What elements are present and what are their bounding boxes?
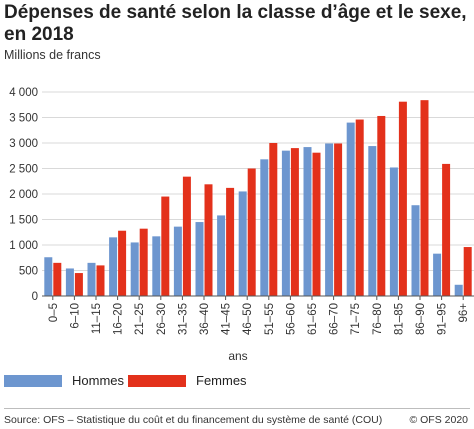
x-tick-label: 46–50 [242,303,254,335]
bar-hommes [130,242,139,296]
bar-hommes [325,143,334,296]
bar-chart: 0 500 1 000 1 500 2 000 2 500 3 000 3 500 4 000 0… [9,87,474,363]
x-tick-label: 56–60 [285,303,297,335]
bar-femmes [118,230,127,296]
chart-subtitle: Millions de francs [4,48,101,62]
x-tick-label: 26–30 [156,303,168,335]
x-tick-label: 71–75 [350,303,362,335]
x-tick-label: 0–5 [48,303,60,322]
chart-title: Dépenses de santé selon la classe d’âge … [4,2,467,45]
bar-femmes [182,176,191,296]
x-tick-label: 21–25 [134,303,146,335]
bar-femmes [139,228,148,296]
x-tick-label: 41–45 [221,303,233,335]
y-tick-label: 1 000 [9,240,38,252]
bar-hommes [217,215,226,296]
x-tick-label: 91–95 [437,303,449,335]
bar-hommes [238,191,247,296]
legend-item-hommes: Hommes [4,373,124,388]
legend-label-hommes: Hommes [72,373,125,388]
bar-hommes [65,268,74,296]
bar-hommes [195,222,204,296]
bar-femmes [463,247,472,296]
bar-femmes [226,187,235,296]
bar-femmes [96,265,105,296]
bar-hommes [260,159,269,296]
y-tick-label: 3 500 [9,113,38,125]
x-tick-label: 81–85 [393,303,405,335]
y-tick-label: 3 000 [9,138,38,150]
bar-femmes [334,143,343,296]
y-tick-label: 2 000 [9,189,38,201]
y-tick-label: 2 500 [9,164,38,176]
chart-legend: Hommes Femmes [0,373,474,393]
bar-femmes [247,168,256,296]
bar-femmes [420,100,429,296]
copyright-note: © OFS 2020 [409,414,468,426]
x-tick-label: 96+ [458,303,470,323]
x-tick-label: 36–40 [199,303,211,335]
footer-divider [4,408,470,409]
bar-femmes [269,143,278,296]
legend-item-femmes: Femmes [128,373,247,388]
bar-femmes [442,163,451,296]
bar-hommes [454,284,463,296]
y-tick-label: 0 [32,291,38,303]
bar-hommes [346,122,355,296]
x-tick-label: 66–70 [329,303,341,335]
x-tick-label: 6–10 [69,303,81,329]
bar-hommes [368,146,377,296]
x-axis-label: ans [228,349,247,363]
bar-hommes [173,226,182,296]
bar-femmes [204,184,213,296]
x-tick-label: 86–90 [415,303,427,335]
source-note: Source: OFS – Statistique du coût et du … [4,414,383,426]
bar-hommes [109,237,118,296]
bar-hommes [303,147,312,296]
x-tick-label: 31–35 [177,303,189,335]
legend-label-femmes: Femmes [196,373,247,388]
y-tick-label: 500 [19,266,38,278]
bar-femmes [398,101,407,296]
bar-hommes [433,253,442,296]
bar-hommes [389,167,398,296]
y-tick-label: 4 000 [9,87,38,99]
bar-hommes [87,262,96,296]
bar-femmes [290,148,299,296]
x-tick-label: 51–55 [264,303,276,335]
bar-femmes [53,262,62,296]
bar-femmes [377,115,386,296]
bar-femmes [74,273,83,296]
legend-swatch-femmes [128,374,186,387]
x-tick-label: 61–65 [307,303,319,335]
x-tick-label: 76–80 [372,303,384,335]
bar-hommes [281,150,290,296]
y-tick-label: 1 500 [9,215,38,227]
bar-hommes [411,205,420,296]
legend-swatch-hommes [4,374,62,387]
bar-hommes [152,236,161,296]
bar-hommes [44,257,53,296]
x-tick-label: 16–20 [113,303,125,335]
bar-femmes [161,196,170,296]
x-tick-label: 11–15 [91,303,103,334]
bar-femmes [355,119,364,296]
bar-femmes [312,152,321,296]
